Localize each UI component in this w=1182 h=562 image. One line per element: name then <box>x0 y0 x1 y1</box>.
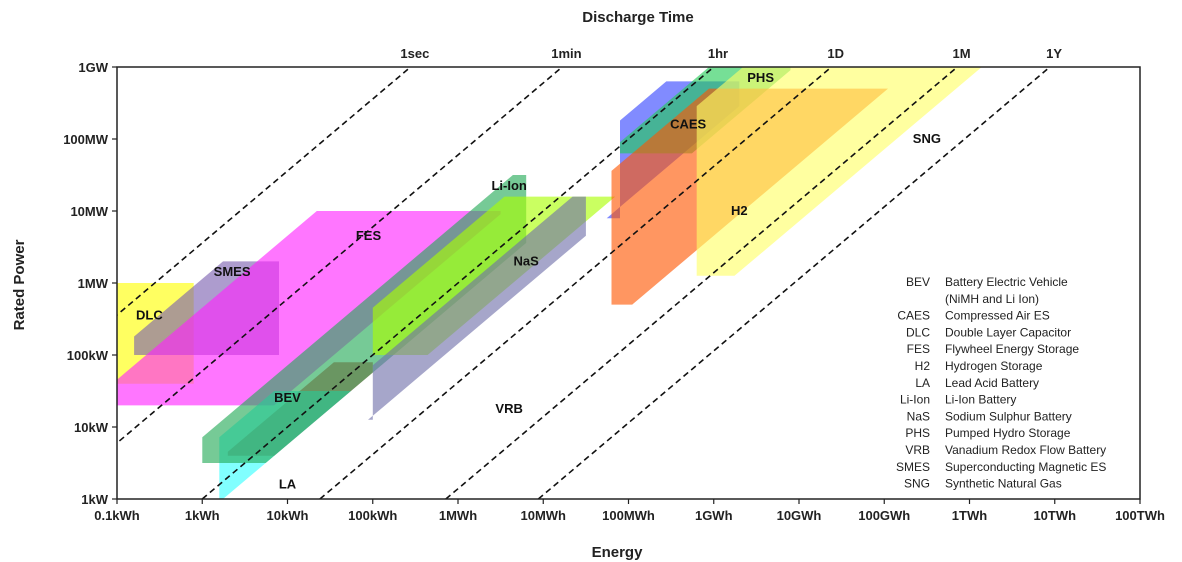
discharge-line-1d <box>319 67 832 499</box>
y-tick-label: 1MW <box>78 276 109 291</box>
y-tick-label: 100MW <box>63 132 109 147</box>
x-tick-label: 1TWh <box>952 508 987 523</box>
legend-abbr: PHS <box>905 426 930 440</box>
x-tick-label: 100MWh <box>602 508 655 523</box>
region-labels-layer: DLC SMES FES BEV LA Li-Ion NaS VRB CAES PHS H2 SNG <box>136 70 941 492</box>
y-axis-label: Rated Power <box>11 239 28 330</box>
legend-desc: Sodium Sulphur Battery <box>945 409 1072 423</box>
x-tick-label: 1GWh <box>695 508 733 523</box>
x-tick-label: 0.1kWh <box>94 508 140 523</box>
chart-title: Discharge Time <box>582 9 693 26</box>
legend-desc: Flywheel Energy Storage <box>945 342 1079 356</box>
legend-abbr: SNG <box>904 477 930 491</box>
legend-abbr: Li-Ion <box>900 393 930 407</box>
discharge-labels-layer: 1sec 1min 1hr 1D 1M 1Y <box>400 46 1062 61</box>
discharge-label-1sec: 1sec <box>400 46 429 61</box>
y-tick-label: 10kW <box>74 420 109 435</box>
x-axis-label: Energy <box>592 544 644 561</box>
discharge-label-1d: 1D <box>827 46 844 61</box>
x-tick-label: 100GWh <box>858 508 910 523</box>
legend-abbr: VRB <box>905 443 930 457</box>
discharge-label-1hr: 1hr <box>708 46 728 61</box>
region-vrb <box>368 196 586 420</box>
legend-abbr: DLC <box>906 325 930 339</box>
legend-desc: Vanadium Redox Flow Battery <box>945 443 1106 457</box>
y-tick-label: 1GW <box>78 60 108 75</box>
legend-abbr: LA <box>915 376 930 390</box>
y-ticks-layer: 1kW 10kW 100kW 1MW 10MW 100MW 1GW <box>63 60 117 507</box>
region-label-smes: SMES <box>214 264 251 279</box>
region-label-vrb: VRB <box>495 401 522 416</box>
legend-desc: Pumped Hydro Storage <box>945 426 1071 440</box>
legend-abbr: H2 <box>915 359 931 373</box>
y-tick-label: 100kW <box>67 348 109 363</box>
region-label-sng: SNG <box>913 131 941 146</box>
region-label-phs: PHS <box>747 70 774 85</box>
legend-desc: Lead Acid Battery <box>945 376 1039 390</box>
region-label-caes: CAES <box>670 117 706 132</box>
legend-desc: Synthetic Natural Gas <box>945 477 1062 491</box>
region-label-la: LA <box>279 477 297 492</box>
region-sng <box>696 67 982 276</box>
x-tick-label: 10TWh <box>1033 508 1076 523</box>
region-label-dlc: DLC <box>136 307 163 322</box>
y-tick-label: 1kW <box>81 492 108 507</box>
x-tick-label: 10GWh <box>777 508 822 523</box>
discharge-label-1y: 1Y <box>1046 46 1062 61</box>
x-tick-label: 10kWh <box>267 508 309 523</box>
region-label-h2: H2 <box>731 203 748 218</box>
x-tick-label: 10MWh <box>521 508 567 523</box>
legend-abbr: NaS <box>907 409 930 423</box>
legend: BEV Battery Electric Vehicle (NiMH and Li … <box>896 275 1106 491</box>
region-label-nas: NaS <box>514 253 540 268</box>
x-ticks-layer: 0.1kWh 1kWh 10kWh 100kWh 1MWh 10MWh 100MWh 1GWh… <box>94 499 1165 523</box>
y-tick-label: 10MW <box>70 204 108 219</box>
region-fes <box>117 211 501 406</box>
region-label-bev: BEV <box>274 390 301 405</box>
discharge-line-1sec <box>117 67 412 316</box>
legend-desc: Li-Ion Battery <box>945 393 1016 407</box>
legend-desc: (NiMH and Li Ion) <box>945 292 1039 306</box>
region-label-li-ion: Li-Ion <box>491 178 526 193</box>
x-tick-label: 100kWh <box>348 508 397 523</box>
legend-desc: Compressed Air ES <box>945 309 1050 323</box>
legend-desc: Double Layer Capacitor <box>945 325 1071 339</box>
discharge-lines-layer <box>117 67 1051 499</box>
discharge-label-1m: 1M <box>953 46 971 61</box>
regions-layer <box>117 67 982 499</box>
discharge-line-1min <box>117 67 563 445</box>
x-tick-label: 1kWh <box>185 508 220 523</box>
discharge-line-1hr <box>201 67 715 499</box>
legend-abbr: CAES <box>897 309 930 323</box>
x-tick-label: 1MWh <box>439 508 477 523</box>
legend-abbr: SMES <box>896 460 930 474</box>
discharge-label-1min: 1min <box>551 46 581 61</box>
legend-abbr: FES <box>907 342 930 356</box>
legend-abbr: BEV <box>906 275 930 289</box>
discharge-line-1m <box>445 67 958 499</box>
legend-desc: Battery Electric Vehicle <box>945 275 1068 289</box>
region-label-fes: FES <box>356 228 382 243</box>
legend-desc: Hydrogen Storage <box>945 359 1043 373</box>
discharge-line-1y <box>537 67 1051 499</box>
x-tick-label: 100TWh <box>1115 508 1165 523</box>
legend-desc: Superconducting Magnetic ES <box>945 460 1106 474</box>
